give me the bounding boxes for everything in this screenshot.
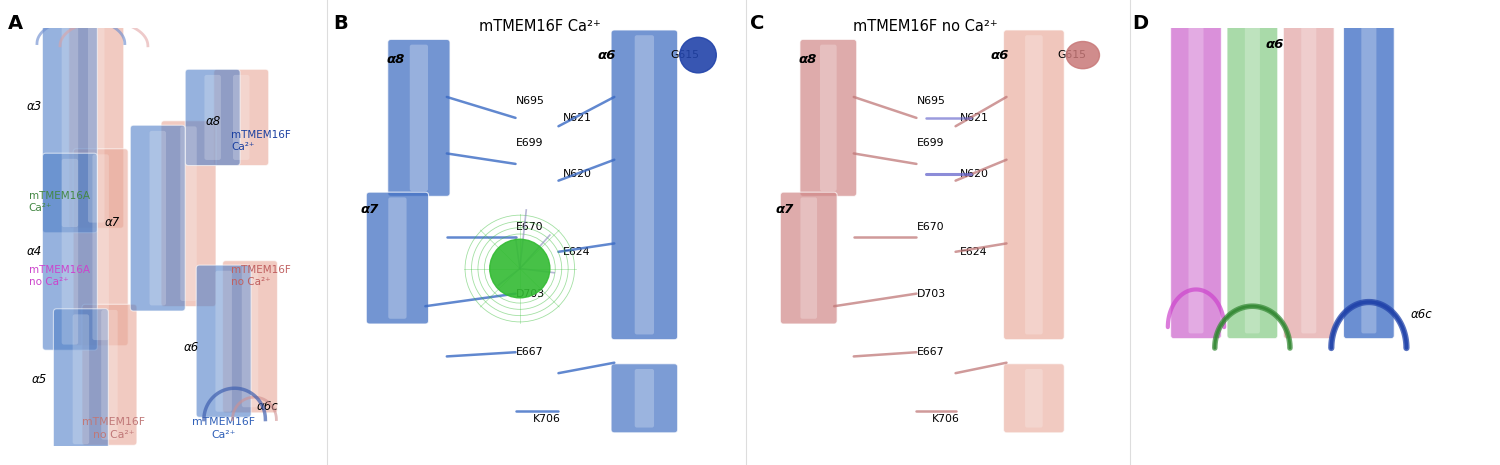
Text: α6c: α6c xyxy=(1410,308,1432,321)
Text: mTMEM16F
no Ca²⁺: mTMEM16F no Ca²⁺ xyxy=(82,417,146,440)
FancyBboxPatch shape xyxy=(160,121,216,306)
FancyBboxPatch shape xyxy=(410,45,428,191)
Text: D703: D703 xyxy=(516,289,544,299)
FancyBboxPatch shape xyxy=(214,69,268,166)
Text: G615: G615 xyxy=(1058,50,1086,60)
Text: α4: α4 xyxy=(27,245,42,258)
Text: α7: α7 xyxy=(105,216,120,229)
FancyBboxPatch shape xyxy=(222,261,278,413)
FancyBboxPatch shape xyxy=(184,69,240,166)
FancyBboxPatch shape xyxy=(93,154,110,340)
Text: G615: G615 xyxy=(670,50,699,60)
FancyBboxPatch shape xyxy=(821,45,837,191)
FancyBboxPatch shape xyxy=(780,192,837,324)
Text: N695: N695 xyxy=(516,96,544,106)
Text: A: A xyxy=(8,14,22,33)
FancyBboxPatch shape xyxy=(196,265,250,417)
Text: α7: α7 xyxy=(776,204,794,216)
FancyBboxPatch shape xyxy=(388,198,406,319)
Text: D703: D703 xyxy=(916,289,945,299)
Text: D: D xyxy=(1132,14,1149,33)
Text: mTMEM16F no Ca²⁺: mTMEM16F no Ca²⁺ xyxy=(853,19,998,33)
Text: E624: E624 xyxy=(562,247,591,257)
Text: N621: N621 xyxy=(562,113,591,123)
FancyBboxPatch shape xyxy=(366,192,429,324)
FancyBboxPatch shape xyxy=(610,364,678,433)
FancyBboxPatch shape xyxy=(1024,369,1042,428)
Text: mTMEM16F Ca²⁺: mTMEM16F Ca²⁺ xyxy=(478,19,602,33)
FancyBboxPatch shape xyxy=(232,75,249,160)
FancyBboxPatch shape xyxy=(1004,364,1064,433)
FancyBboxPatch shape xyxy=(1004,30,1064,339)
Text: E670: E670 xyxy=(516,222,543,232)
FancyBboxPatch shape xyxy=(204,75,220,160)
FancyBboxPatch shape xyxy=(1245,3,1260,333)
Text: E699: E699 xyxy=(916,138,944,148)
Text: N620: N620 xyxy=(960,169,988,179)
FancyBboxPatch shape xyxy=(242,266,258,407)
Text: mTMEM16A
no Ca²⁺: mTMEM16A no Ca²⁺ xyxy=(28,265,90,287)
FancyBboxPatch shape xyxy=(72,314,88,444)
FancyBboxPatch shape xyxy=(100,310,117,440)
FancyBboxPatch shape xyxy=(180,126,196,301)
FancyBboxPatch shape xyxy=(1170,0,1221,339)
FancyBboxPatch shape xyxy=(1227,0,1278,339)
FancyBboxPatch shape xyxy=(634,35,654,334)
Text: α7: α7 xyxy=(362,204,380,216)
FancyBboxPatch shape xyxy=(150,131,166,306)
Text: α6: α6 xyxy=(992,49,1010,61)
FancyBboxPatch shape xyxy=(82,304,136,445)
Text: mTMEM16F
Ca²⁺: mTMEM16F Ca²⁺ xyxy=(231,130,291,152)
Text: α5: α5 xyxy=(32,373,46,386)
Text: α6c: α6c xyxy=(256,399,279,412)
Text: α6: α6 xyxy=(597,49,615,61)
Text: E624: E624 xyxy=(960,247,987,257)
FancyBboxPatch shape xyxy=(130,125,184,311)
Text: mTMEM16F
Ca²⁺: mTMEM16F Ca²⁺ xyxy=(192,417,255,440)
Text: α8: α8 xyxy=(800,53,818,66)
FancyBboxPatch shape xyxy=(1362,3,1377,333)
FancyBboxPatch shape xyxy=(62,0,78,227)
FancyBboxPatch shape xyxy=(62,159,78,345)
FancyBboxPatch shape xyxy=(610,30,678,339)
Circle shape xyxy=(490,239,550,298)
Text: E667: E667 xyxy=(916,347,944,357)
FancyBboxPatch shape xyxy=(1284,0,1334,339)
Text: α6: α6 xyxy=(1266,38,1284,51)
FancyBboxPatch shape xyxy=(1344,0,1394,339)
Text: B: B xyxy=(333,14,348,33)
Text: α3: α3 xyxy=(27,100,42,113)
Text: K706: K706 xyxy=(532,414,561,424)
Circle shape xyxy=(680,37,717,73)
Text: mTMEM16F
no Ca²⁺: mTMEM16F no Ca²⁺ xyxy=(231,265,291,287)
Text: α6: α6 xyxy=(184,341,200,354)
FancyBboxPatch shape xyxy=(801,198,818,319)
Text: K706: K706 xyxy=(932,414,960,424)
Text: α8: α8 xyxy=(387,53,405,66)
Text: E670: E670 xyxy=(916,222,944,232)
Text: E667: E667 xyxy=(516,347,543,357)
Text: E699: E699 xyxy=(516,138,543,148)
FancyBboxPatch shape xyxy=(54,309,108,450)
Text: N620: N620 xyxy=(562,169,592,179)
Text: N621: N621 xyxy=(960,113,988,123)
Text: α8: α8 xyxy=(206,115,222,128)
FancyBboxPatch shape xyxy=(88,0,105,223)
FancyBboxPatch shape xyxy=(69,0,123,228)
FancyBboxPatch shape xyxy=(42,0,98,232)
FancyBboxPatch shape xyxy=(388,40,450,196)
FancyBboxPatch shape xyxy=(800,40,856,196)
FancyBboxPatch shape xyxy=(42,153,98,350)
Text: N695: N695 xyxy=(916,96,945,106)
FancyBboxPatch shape xyxy=(634,369,654,428)
Ellipse shape xyxy=(1066,41,1100,69)
FancyBboxPatch shape xyxy=(1300,3,1317,333)
Text: C: C xyxy=(750,14,765,33)
FancyBboxPatch shape xyxy=(1188,3,1203,333)
FancyBboxPatch shape xyxy=(74,149,128,345)
FancyBboxPatch shape xyxy=(1024,35,1042,334)
Text: mTMEM16A
Ca²⁺: mTMEM16A Ca²⁺ xyxy=(28,191,90,213)
FancyBboxPatch shape xyxy=(216,271,232,412)
